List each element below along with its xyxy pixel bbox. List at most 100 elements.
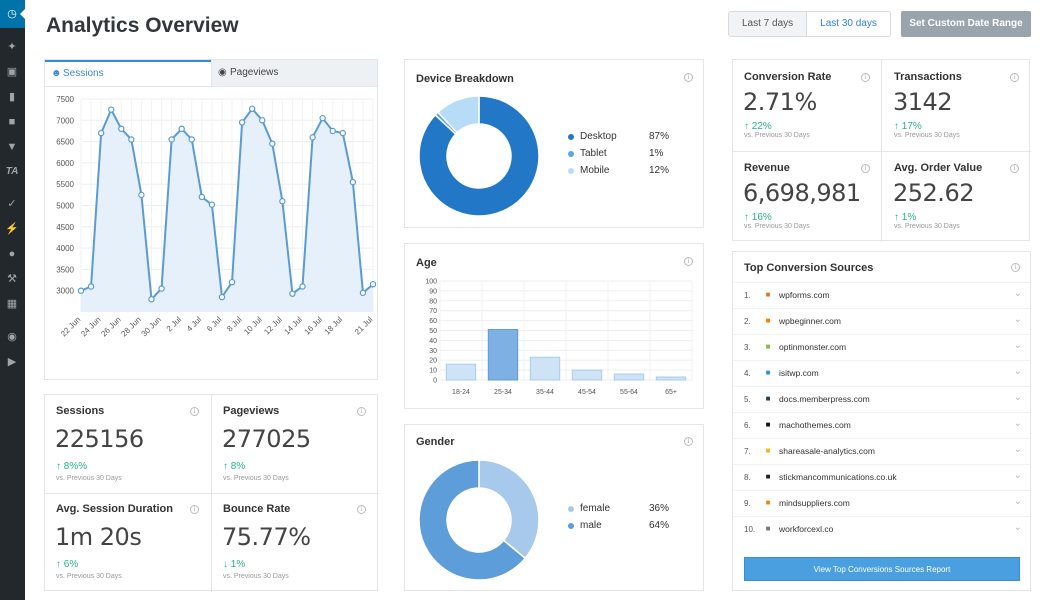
info-icon[interactable]: i (1010, 73, 1019, 82)
sessions-point[interactable] (339, 129, 346, 137)
custom-date-range-button[interactable]: Set Custom Date Range (901, 11, 1031, 37)
pin-icon[interactable]: ✦ (7, 41, 17, 53)
sessions-point[interactable] (128, 136, 135, 143)
y-tick-label: 70 (429, 308, 437, 315)
sessions-point[interactable] (198, 193, 206, 201)
plugins-icon[interactable]: ⚡ (5, 223, 19, 235)
transactions-label: Transactions (894, 71, 962, 83)
sessions-point[interactable] (248, 105, 256, 112)
sessions-point[interactable] (208, 201, 216, 208)
chevron-down-icon[interactable]: ⌄ (1013, 314, 1022, 325)
feedback-icon[interactable]: ▼ (6, 141, 18, 153)
age-bar-35-44[interactable] (529, 356, 561, 381)
sessions-point[interactable] (269, 140, 276, 147)
source-row[interactable]: 6. ■ machothemes.com ⌄ (733, 412, 1030, 438)
source-row[interactable]: 7. ■ shareasale-analytics.com ⌄ (733, 438, 1030, 464)
sessions-point[interactable] (309, 134, 316, 141)
sessions-point[interactable] (148, 296, 155, 303)
legend-desktop-label: Desktop (580, 131, 617, 142)
device-slice-desktop[interactable] (418, 95, 540, 217)
info-icon[interactable]: i (357, 407, 366, 416)
source-row[interactable]: 1. ■ wpforms.com ⌄ (733, 282, 1030, 308)
age-bar-55-64[interactable] (613, 373, 645, 381)
info-icon[interactable]: i (684, 257, 693, 266)
last-7-days-button[interactable]: Last 7 days (729, 12, 807, 36)
sessions-point[interactable] (319, 114, 326, 122)
sessions-point[interactable] (259, 117, 266, 124)
chevron-down-icon[interactable]: ⌄ (1013, 522, 1022, 533)
gender-title: Gender (416, 436, 455, 448)
insights-icon[interactable]: ◉ (7, 331, 17, 343)
media-icon[interactable]: ▣ (6, 66, 18, 78)
sessions-point[interactable] (97, 129, 105, 137)
sessions-point[interactable] (359, 289, 367, 297)
source-row[interactable]: 8. ■ stickmancommunications.co.uk ⌄ (733, 464, 1030, 490)
pages-icon[interactable]: ▮ (8, 91, 16, 103)
info-icon[interactable]: i (190, 505, 199, 514)
source-row[interactable]: 4. ■ isitwp.com ⌄ (733, 360, 1030, 386)
view-conversion-sources-report-button[interactable]: View Top Conversions Sources Report (744, 557, 1020, 581)
chevron-down-icon[interactable]: ⌄ (1013, 496, 1022, 507)
tools-icon[interactable]: ⚒ (7, 273, 17, 285)
source-row[interactable]: 3. ■ optinmonster.com ⌄ (733, 334, 1030, 360)
age-bar-18-24[interactable] (445, 363, 477, 381)
chevron-down-icon[interactable]: ⌄ (1013, 392, 1022, 403)
users-icon[interactable]: ● (8, 248, 16, 260)
info-icon[interactable]: i (357, 505, 366, 514)
info-icon[interactable]: i (1011, 263, 1020, 272)
sessions-point[interactable] (188, 136, 195, 143)
play-icon[interactable]: ▶ (7, 356, 17, 368)
sessions-point[interactable] (238, 119, 246, 126)
gender-slice-male[interactable] (418, 459, 527, 581)
age-bar-65+[interactable] (655, 376, 687, 381)
sidebar-item-insights-active[interactable]: ◷ (0, 0, 25, 28)
info-icon[interactable]: i (1010, 164, 1019, 173)
info-icon[interactable]: i (684, 437, 693, 446)
source-row[interactable]: 2. ■ wpbeginner.com ⌄ (733, 308, 1030, 334)
chevron-down-icon[interactable]: ⌄ (1013, 470, 1022, 481)
sessions-point[interactable] (279, 198, 286, 205)
info-icon[interactable]: i (861, 164, 870, 173)
sessions-point[interactable] (369, 281, 377, 288)
info-icon[interactable]: i (861, 73, 870, 82)
tab-sessions[interactable]: ☻ Sessions (45, 60, 211, 86)
gender-slice-female[interactable] (478, 459, 540, 560)
chevron-down-icon[interactable]: ⌄ (1013, 444, 1022, 455)
info-icon[interactable]: i (190, 407, 199, 416)
dashboard-icon: ◷ (7, 8, 17, 20)
device-donut-chart (418, 95, 540, 217)
settings-icon[interactable]: ▦ (6, 298, 18, 310)
y-tick-label: 7000 (56, 116, 74, 125)
sessions-point[interactable] (138, 191, 145, 199)
sessions-point[interactable] (299, 283, 306, 290)
sessions-point[interactable] (158, 285, 165, 292)
comments-icon[interactable]: ■ (8, 116, 16, 128)
sessions-point[interactable] (77, 287, 85, 294)
sessions-point[interactable] (178, 125, 185, 133)
ta-icon[interactable]: TA (5, 166, 19, 177)
source-row[interactable]: 10. ■ workforcexl.co ⌄ (733, 516, 1030, 542)
tab-pageviews[interactable]: ◉ Pageviews (211, 60, 377, 86)
info-icon[interactable]: i (684, 73, 693, 82)
appearance-icon[interactable]: ✓ (7, 198, 17, 210)
sessions-point[interactable] (87, 283, 95, 290)
source-row[interactable]: 9. ■ mindsuppliers.com ⌄ (733, 490, 1030, 516)
source-row[interactable]: 5. ■ docs.memberpress.com ⌄ (733, 386, 1030, 412)
sessions-point[interactable] (349, 178, 357, 186)
chevron-down-icon[interactable]: ⌄ (1013, 340, 1022, 351)
sessions-point[interactable] (289, 290, 296, 297)
conversion-rate-value: 2.71% (743, 88, 817, 116)
sessions-point[interactable] (118, 125, 125, 133)
chevron-down-icon[interactable]: ⌄ (1013, 418, 1022, 429)
sessions-point[interactable] (218, 293, 226, 301)
age-bar-45-54[interactable] (571, 369, 603, 381)
sessions-point[interactable] (228, 278, 236, 286)
sessions-point[interactable] (329, 127, 336, 135)
sessions-point[interactable] (168, 136, 175, 143)
device-slice-mobile[interactable] (436, 95, 480, 134)
last-30-days-button[interactable]: Last 30 days (806, 12, 890, 36)
age-bar-25-34[interactable] (487, 329, 519, 381)
chevron-down-icon[interactable]: ⌄ (1013, 288, 1022, 299)
sessions-point[interactable] (108, 106, 115, 113)
chevron-down-icon[interactable]: ⌄ (1013, 366, 1022, 377)
